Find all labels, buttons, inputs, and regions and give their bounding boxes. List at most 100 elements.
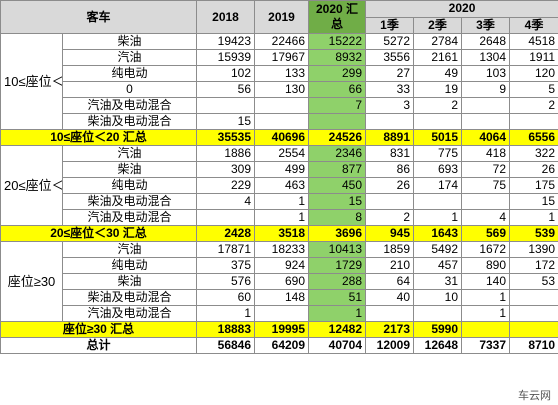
table-row: 纯电动 375 924 1729 210 457 890 172 [1,257,558,274]
value-v2020: 288 [308,273,367,290]
value-v2020 [308,113,367,130]
subtotal-q2: 1643 [413,225,463,242]
value-v2020: 66 [308,81,367,98]
sales-table: 客车 2018 2019 2020 汇总 2020 1季 2季 3季 4季 10… [0,0,558,354]
header-2020: 2020 [365,0,558,18]
total-q1: 12009 [365,337,415,354]
table-row: 汽油 15939 17967 8932 3556 2161 1304 1911 [1,49,558,66]
total-label: 总计 [0,337,198,354]
value-q3 [461,193,511,210]
value-q1: 831 [365,145,415,162]
subtotal-v2020: 3696 [308,225,367,242]
fuel-type: 汽油及电动混合 [61,209,198,226]
value-v2020: 15222 [308,33,367,50]
value-v2019: 1 [254,209,310,226]
value-v2020: 1729 [308,257,367,274]
value-q1: 1859 [365,241,415,258]
header-q4: 4季 [509,16,558,34]
table-row: 0 56 130 66 33 19 9 5 [1,81,558,98]
value-q2: 19 [413,81,463,98]
value-q1: 27 [365,65,415,82]
fuel-type: 汽油 [61,145,198,162]
group-label: 座位≥30 [0,241,63,322]
subtotal-row: 20≤座位＜30 汇总 2428 3518 3696 945 1643 569 539 [0,225,558,242]
header-2018: 2018 [196,0,256,34]
value-q2: 31 [413,273,463,290]
value-q2: 49 [413,65,463,82]
value-q2: 174 [413,177,463,194]
value-v2018: 309 [196,161,256,178]
value-q3: 75 [461,177,511,194]
fuel-type: 纯电动 [61,65,198,82]
value-v2019: 499 [254,161,310,178]
header-2019: 2019 [254,0,310,34]
subtotal-q4: 539 [509,225,558,242]
subtotal-q4 [509,321,558,338]
value-q1 [365,305,415,322]
subtotal-q1: 8891 [365,129,415,146]
value-v2019: 133 [254,65,310,82]
value-q4: 5 [509,81,558,98]
value-q3: 4 [461,209,511,226]
value-q3: 1304 [461,49,511,66]
total-q3: 7337 [461,337,511,354]
subtotal-q2: 5990 [413,321,463,338]
subtotal-q3 [461,321,511,338]
value-v2018: 1886 [196,145,256,162]
fuel-type: 纯电动 [61,257,198,274]
total-q2: 12648 [413,337,463,354]
value-q2: 2161 [413,49,463,66]
value-v2020: 299 [308,65,367,82]
group-label: 10≤座位＜20 [0,33,63,130]
fuel-type: 柴油及电动混合 [61,193,198,210]
value-q2 [413,113,463,130]
subtotal-v2019: 19995 [254,321,310,338]
value-q1: 3556 [365,49,415,66]
fuel-type: 纯电动 [61,177,198,194]
total-v2018: 56846 [196,337,256,354]
table-body: 客车 2018 2019 2020 汇总 2020 1季 2季 3季 4季 10… [0,0,558,354]
value-q4: 175 [509,177,558,194]
table-row: 10≤座位＜20柴油194232246615222527227842648451… [0,33,558,130]
value-v2020: 10413 [308,241,367,258]
total-v2019: 64209 [254,337,310,354]
value-q4: 4518 [509,33,558,50]
value-v2019 [254,305,310,322]
value-q3 [461,113,511,130]
value-q4: 1 [509,209,558,226]
header-row: 客车 2018 2019 2020 汇总 2020 [0,0,558,34]
value-v2019: 690 [254,273,310,290]
table-row: 纯电动 229 463 450 26 174 75 175 [1,177,558,194]
value-v2020: 51 [308,289,367,306]
table-row: 柴油 576 690 288 64 31 140 53 [1,273,558,290]
value-v2019: 22466 [254,33,310,50]
value-q2: 2 [413,97,463,114]
subtotal-v2018: 35535 [196,129,256,146]
header-quarter-row: 1季 2季 3季 4季 [1,16,558,34]
value-q4: 172 [509,257,558,274]
value-v2019: 148 [254,289,310,306]
fuel-type: 汽油 [61,49,198,66]
value-q1: 5272 [365,33,415,50]
fuel-type: 0 [61,81,198,98]
value-q1 [365,113,415,130]
value-q2: 775 [413,145,463,162]
value-q4: 120 [509,65,558,82]
subtotal-row: 10≤座位＜20 汇总 35535 40696 24526 8891 5015 4064 65… [0,129,558,146]
value-v2019: 17967 [254,49,310,66]
value-q3: 103 [461,65,511,82]
value-v2018: 60 [196,289,256,306]
value-v2018 [196,209,256,226]
value-v2018: 102 [196,65,256,82]
subtotal-q2: 5015 [413,129,463,146]
value-v2018: 375 [196,257,256,274]
value-v2019: 130 [254,81,310,98]
value-q2: 1 [413,209,463,226]
value-v2018: 17871 [196,241,256,258]
value-v2019: 18233 [254,241,310,258]
value-q4 [509,305,558,322]
total-v2020: 40704 [308,337,367,354]
value-v2020: 2346 [308,145,367,162]
subtotal-q1: 945 [365,225,415,242]
fuel-type: 汽油及电动混合 [61,305,198,322]
